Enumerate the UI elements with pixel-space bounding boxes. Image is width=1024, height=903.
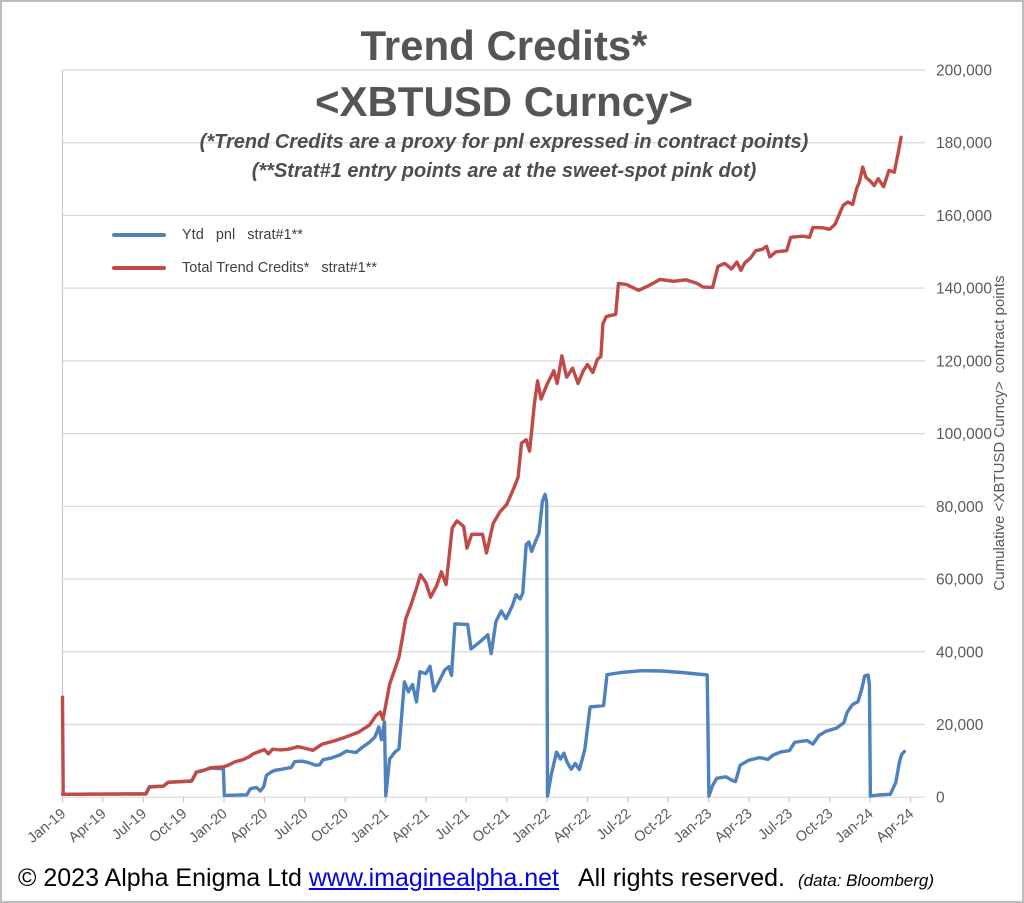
y-axis-title: Cumulative <XBTUSD Curncy> contract poin…: [991, 275, 1008, 590]
legend-swatch-blue: [112, 233, 166, 237]
x-tick-label: Jul-22: [594, 806, 635, 844]
x-tick-label: Jan-19: [25, 806, 69, 847]
y-tick-label: 140,000: [936, 281, 992, 298]
y-tick-label: 180,000: [936, 135, 992, 152]
x-tick-label: Jul-21: [432, 806, 473, 844]
y-tick-label: 160,000: [936, 208, 992, 225]
x-tick-label: Jan-22: [509, 806, 553, 847]
x-tick-label: Apr-24: [873, 806, 917, 846]
legend-label: Ytd pnl strat#1**: [182, 227, 303, 243]
legend-item-total: Total Trend Credits* strat#1**: [112, 259, 377, 277]
x-tick-label: Apr-21: [389, 806, 433, 846]
y-tick-label: 60,000: [936, 572, 984, 589]
x-tick-label: Oct-23: [793, 806, 837, 846]
x-tick-label: Oct-21: [470, 806, 514, 846]
x-tick-label: Jul-20: [271, 806, 312, 844]
footer-copyright: © 2023 Alpha Enigma Ltd: [18, 864, 302, 892]
footer-data-source: (data: Bloomberg): [797, 871, 935, 890]
y-tick-label: 200,000: [936, 63, 992, 80]
x-tick-label: Apr-19: [66, 806, 110, 846]
x-tick-label: Oct-22: [631, 806, 675, 846]
footer-rights: All rights reserved.: [577, 864, 785, 892]
y-tick-label: 100,000: [936, 426, 992, 443]
series-line-ytd-pnl: [60, 492, 907, 798]
x-tick-label: Apr-20: [227, 806, 271, 846]
legend: Ytd pnl strat#1** Total Trend Credits* s…: [112, 226, 377, 292]
y-tick-label: 120,000: [936, 353, 992, 370]
y-tick-label: 80,000: [936, 499, 984, 516]
x-tick-label: Jan-20: [186, 806, 230, 847]
legend-item-ytd: Ytd pnl strat#1**: [112, 226, 377, 244]
x-tick-label: Apr-22: [550, 806, 594, 846]
x-tick-label: Apr-23: [712, 806, 756, 846]
legend-label: Total Trend Credits* strat#1**: [182, 260, 378, 276]
y-tick-label: 0: [936, 790, 945, 807]
x-tick-label: Jan-21: [348, 806, 392, 847]
footer: © 2023 Alpha Enigma Ltd www.imaginealpha…: [18, 864, 934, 893]
series-line-total-trend-credits: [60, 135, 903, 796]
x-tick-label: Jan-23: [671, 806, 715, 847]
legend-swatch-red: [112, 266, 166, 270]
x-tick-label: Jul-19: [109, 806, 150, 844]
x-tick-label: Oct-20: [308, 806, 352, 846]
x-tick-label: Jan-24: [832, 806, 876, 847]
x-tick-label: Jul-23: [755, 806, 796, 844]
footer-link[interactable]: www.imaginealpha.net: [308, 864, 560, 892]
y-tick-label: 20,000: [936, 717, 984, 734]
y-tick-label: 40,000: [936, 644, 984, 661]
x-tick-label: Oct-19: [147, 806, 191, 846]
